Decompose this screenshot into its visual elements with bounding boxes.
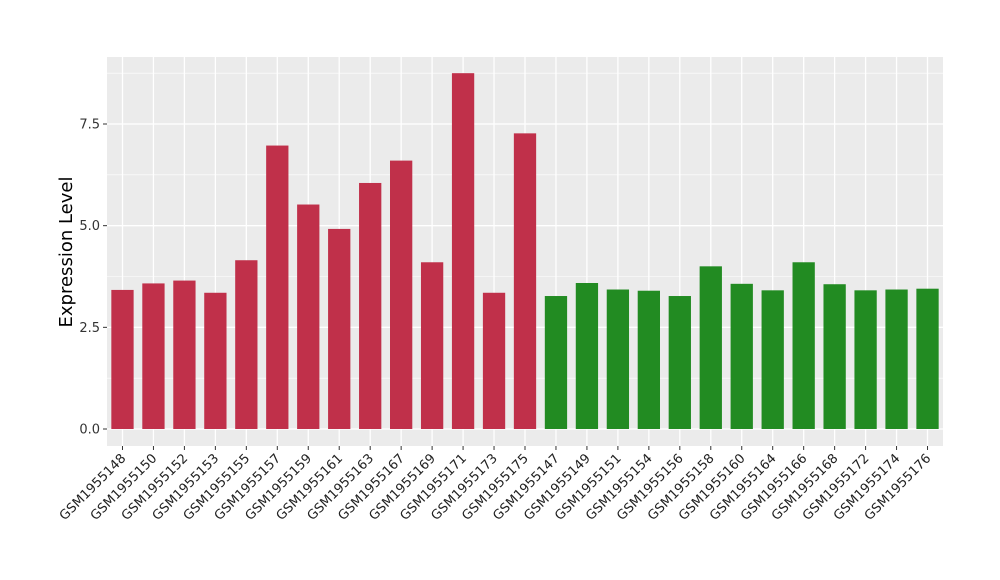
x-axis: GSM1955148GSM1955150GSM1955152GSM1955153… [57, 446, 934, 524]
bar-GSM1955171 [451, 73, 475, 430]
bar-GSM1955163 [359, 182, 382, 429]
bar-GSM1955147 [544, 296, 568, 429]
bar-GSM1955169 [420, 262, 444, 429]
y-tick-label: 2.5 [79, 321, 100, 336]
bar-GSM1955155 [235, 260, 258, 429]
y-axis: 0.0 2.5 5.0 7.5 [79, 118, 107, 438]
bar-GSM1955174 [885, 289, 908, 429]
bar-GSM1955168 [823, 284, 846, 429]
y-tick-label: 5.0 [79, 219, 100, 234]
bar-GSM1955172 [854, 290, 877, 429]
y-tick-label: 0.0 [79, 423, 100, 438]
bar-GSM1955151 [606, 289, 630, 429]
bar-GSM1955164 [761, 290, 784, 429]
bar-GSM1955157 [266, 145, 289, 429]
bar-GSM1955176 [916, 288, 939, 429]
bar-GSM1955154 [637, 290, 660, 429]
bar-GSM1955160 [730, 283, 753, 429]
bar-GSM1955148 [111, 289, 134, 429]
bars [111, 73, 939, 430]
y-tick-label: 7.5 [79, 118, 100, 133]
bar-GSM1955166 [792, 262, 815, 429]
bar-GSM1955161 [328, 228, 351, 429]
bar-GSM1955158 [699, 266, 722, 429]
bar-GSM1955149 [575, 283, 599, 429]
bar-GSM1955173 [482, 292, 506, 429]
bar-GSM1955156 [668, 296, 691, 429]
bar-GSM1955150 [142, 283, 165, 429]
bar-GSM1955175 [513, 133, 537, 429]
bar-GSM1955152 [173, 280, 196, 429]
bar-GSM1955167 [390, 160, 413, 429]
bar-GSM1955153 [204, 292, 227, 429]
bar-GSM1955159 [297, 204, 320, 429]
y-axis-title: Expression Level [56, 177, 77, 328]
